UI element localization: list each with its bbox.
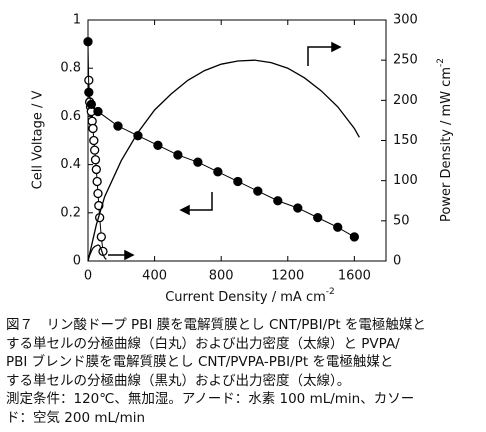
y2-tick-label: 100 (393, 173, 418, 188)
data-point (93, 188, 103, 199)
y-tick-label: 0.8 (60, 61, 81, 76)
data-point (313, 212, 323, 223)
x-tick-label: 800 (209, 269, 234, 284)
data-point (349, 232, 360, 242)
caption-line: 測定条件：120℃、無加湿。アノード：水素 100 mL/min、カソー (6, 391, 415, 407)
y2-tick-label: 150 (393, 133, 418, 148)
arrow-right (307, 46, 336, 66)
data-point (273, 196, 283, 206)
y2-tick-label: 300 (393, 13, 418, 28)
y-tick-label: 0 (73, 254, 81, 269)
x-label-text: Current Density / mA cm (165, 290, 326, 305)
data-point (88, 123, 98, 134)
data-point (86, 99, 96, 109)
x-tick-label: 1200 (271, 269, 304, 284)
y2-tick-label: 200 (393, 93, 418, 108)
data-point (253, 186, 263, 196)
x-tick-label: 1600 (338, 269, 371, 284)
data-point (90, 155, 101, 165)
series-line (87, 41, 355, 238)
caption-line: する単セルの分極曲線（白丸）および出力密度（太線）と PVPA/ (6, 335, 400, 352)
data-point (92, 176, 102, 187)
series-line (87, 59, 360, 262)
y2-label-sup: -2 (436, 58, 446, 67)
arrows (108, 41, 342, 261)
data-point (83, 37, 93, 47)
y-tick-label: 1 (73, 13, 81, 28)
arrowhead (124, 249, 135, 261)
data-point (173, 150, 183, 160)
data-point (89, 135, 99, 146)
y-axis-label: Cell Voltage / V (31, 91, 46, 190)
caption-line: ド：空気 200 mL/min (6, 409, 146, 426)
y-tick-label: 0.2 (60, 205, 81, 220)
y2-label-text: Power Density / mW cm (439, 67, 454, 222)
data-point (233, 176, 243, 187)
x-tick-label: 0 (84, 269, 92, 284)
y-tick-label: 0.6 (60, 109, 81, 124)
series-line (87, 244, 107, 262)
arrowhead (331, 41, 342, 53)
data-point (213, 167, 223, 177)
chart: Current Density / mA cm-2 Cell Voltage /… (31, 13, 454, 305)
x-axis-label: Current Density / mA cm-2 (165, 287, 335, 305)
data-point (333, 222, 343, 232)
x-tick-label: 400 (142, 269, 167, 284)
caption-line: 図７ リン酸ドープ PBI 膜を電解質膜とし CNT/PBI/Pt を電極触媒と (6, 317, 426, 333)
x-label-sup: -2 (326, 287, 335, 297)
data-point (93, 106, 103, 117)
data-point (193, 157, 203, 167)
caption-line: する単セルの分極曲線（黒丸）および出力密度（太線）。 (6, 372, 351, 389)
arrowhead (179, 204, 190, 216)
data-point (293, 203, 303, 213)
data-point (90, 145, 100, 155)
data-point (153, 140, 163, 150)
caption: 図７ リン酸ドープ PBI 膜を電解質膜とし CNT/PBI/Pt を電極触媒と… (6, 316, 484, 427)
y2-axis-label: Power Density / mW cm-2 (436, 58, 454, 222)
y2-tick-label: 250 (393, 53, 418, 68)
y-tick-label: 0.4 (60, 157, 81, 172)
y2-tick-label: 50 (393, 213, 410, 228)
data-point (91, 164, 101, 175)
data-point (113, 121, 123, 131)
arrow-left (186, 192, 213, 211)
y2-tick-label: 0 (393, 254, 401, 269)
data-point (84, 87, 94, 97)
caption-line: PBI ブレンド膜を電解質膜とし CNT/PVPA-PBI/Pt を電極触媒と (6, 354, 394, 370)
data-point (96, 232, 106, 242)
